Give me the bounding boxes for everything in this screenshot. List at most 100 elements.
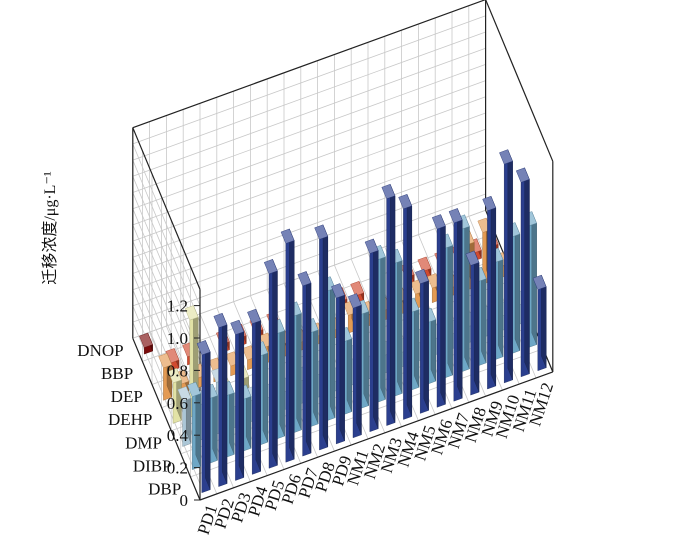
series-label: DIBP: [133, 456, 172, 475]
bar-DIBP-NM1: [338, 326, 353, 415]
bar-top-face: [431, 214, 446, 230]
bar-side-face: [296, 301, 302, 430]
bar-side-face: [490, 196, 496, 387]
bar-DBP-PD3: [230, 319, 245, 481]
bar-side-face: [414, 297, 420, 388]
bar-DIBP-PD6: [271, 318, 285, 440]
bar-side-face: [423, 269, 429, 411]
bar-top-face: [532, 274, 547, 290]
bar-side-face: [238, 320, 245, 478]
bar-side-face: [221, 313, 228, 484]
bar-side-face: [205, 340, 211, 490]
bar-top-face: [465, 250, 480, 266]
z-tick-label: 0: [180, 491, 189, 510]
bar-side-face: [306, 271, 312, 454]
bar-top-face: [331, 283, 345, 299]
bar-DBP-NM1: [347, 293, 362, 439]
bar-side-face: [397, 248, 403, 394]
series-labels: DBP DIBP DMP DEHP DEP BBP DNOP: [77, 341, 181, 499]
bar-top-face: [158, 353, 173, 369]
grid-line: [132, 145, 486, 274]
bar-side-face: [474, 250, 480, 393]
bar-DBP-NM8: [465, 250, 480, 396]
bar-top-face: [350, 281, 365, 297]
bar-DBP-NM9: [482, 195, 497, 390]
bar-DBP-PD6: [280, 228, 295, 463]
bar-side-face: [339, 283, 345, 441]
bar-DIBP-PD1: [187, 381, 201, 470]
bar-side-face: [498, 247, 504, 357]
bar-side-face: [406, 194, 412, 417]
bar-side-face: [390, 184, 396, 423]
bar-top-face: [448, 208, 463, 224]
bar-top-face: [482, 195, 497, 212]
grid-line: [132, 31, 486, 161]
bar-DBP-PD2: [213, 312, 228, 487]
bar-top-face: [297, 271, 312, 287]
bar-DIBP-NM6: [422, 307, 437, 385]
bar-BBP-PD2: [165, 348, 180, 372]
frame-edge: [132, 127, 201, 290]
grid-line: [132, 112, 486, 242]
bar-side-face: [507, 149, 513, 380]
z-tick-label: 1.2: [167, 297, 188, 316]
bar-DBP-PD1: [196, 340, 211, 493]
frame-edge: [132, 338, 201, 501]
series-label: DEHP: [108, 410, 152, 429]
z-axis-title: 迁移浓度/μg·L⁻¹: [41, 171, 59, 285]
bar-top-face: [196, 340, 211, 356]
bar-DBP-PD9: [331, 283, 345, 445]
bar-side-face: [330, 276, 336, 418]
bar-top-face: [415, 268, 429, 285]
bar-side-face: [255, 309, 261, 472]
bar-side-face: [447, 233, 453, 376]
bar-side-face: [457, 208, 463, 399]
bar-top-face: [364, 238, 379, 254]
bar-side-face: [514, 222, 520, 351]
bar-top-face: [417, 256, 432, 272]
series-label: DMP: [125, 433, 162, 452]
plot-frame: [132, 0, 554, 501]
bar-DBP-PD7: [297, 271, 312, 457]
bar-DBP-NM7: [448, 208, 463, 402]
bar-side-face: [363, 299, 369, 406]
grid-line: [132, 143, 201, 306]
bar-top-face: [167, 368, 182, 384]
z-tick-label: 0.8: [167, 361, 188, 380]
bar-DBP-NM12: [532, 274, 547, 371]
bar-top-face: [515, 167, 530, 183]
grid-line: [132, 240, 201, 403]
grid-line: [132, 64, 486, 193]
bar-DBP-NM10: [499, 149, 513, 384]
frame-edge: [132, 0, 486, 129]
bar-top-face: [263, 259, 278, 275]
bar-top-face: [398, 194, 413, 210]
grid-line: [132, 80, 486, 210]
series-label: DNOP: [77, 341, 123, 360]
grid-line: [132, 257, 201, 420]
z-axis-ticks: 0 0.2 0.4 0.6 0.8 1.0 1.2: [167, 297, 200, 510]
grid-line: [132, 128, 486, 258]
bar-side-face: [380, 245, 386, 400]
bar-DBP-NM4: [398, 194, 413, 420]
bar-side-face: [481, 267, 487, 363]
bar-top-face: [177, 386, 192, 402]
bar-DIBP-NM10: [489, 247, 504, 361]
bar-side-face: [541, 275, 547, 368]
grid-line: [132, 47, 486, 177]
bar-side-face: [524, 167, 530, 374]
z-tick-label: 1.0: [167, 329, 188, 348]
bar-side-face: [313, 318, 319, 424]
bar-top-face: [280, 228, 295, 244]
bar-DBP-NM11: [515, 167, 530, 378]
bar-DMP-PD1: [177, 386, 192, 447]
bar-top-face: [314, 224, 329, 240]
bar-side-face: [322, 224, 328, 448]
bar-top-face: [184, 305, 199, 321]
bar-side-face: [262, 341, 268, 443]
bar-top-face: [381, 183, 396, 200]
bar-DBP-PD4: [247, 308, 261, 475]
grid-line: [132, 96, 486, 226]
bar-side-face: [464, 214, 470, 369]
z-tick-label: 0.4: [167, 426, 189, 445]
